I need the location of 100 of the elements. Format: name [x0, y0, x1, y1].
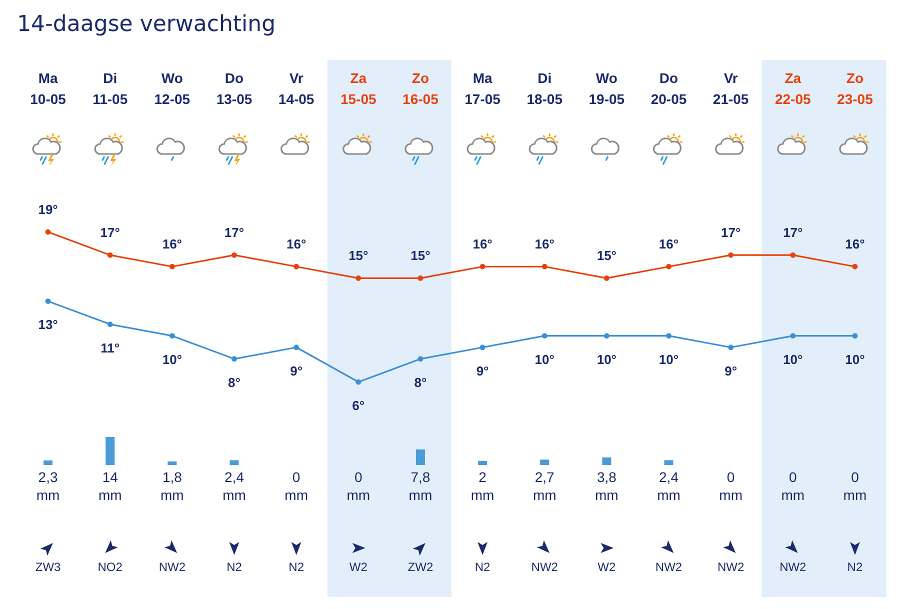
data-label: 2 mm: [470, 469, 494, 503]
data-label: 6°: [352, 398, 365, 413]
data-label: 11°: [100, 340, 120, 356]
point: [542, 333, 548, 339]
text: NW2: [655, 560, 682, 574]
x-tick-label: Do 20-05: [650, 70, 687, 107]
data-label: 15°: [410, 248, 430, 264]
data-label: 15°: [596, 248, 617, 264]
data-label: 10°: [783, 352, 803, 367]
x-tick-label: Wo 19-05: [588, 70, 625, 107]
x-tick-label: Di 11-05: [92, 70, 128, 107]
data-label: 10°: [845, 352, 865, 367]
data-label: 10°: [658, 352, 679, 367]
point: [728, 344, 734, 350]
data-label: 17°: [100, 225, 120, 240]
data-label: 8°: [414, 374, 427, 390]
point: [356, 379, 362, 385]
bar: [416, 449, 425, 465]
point: [232, 356, 237, 362]
text: NW2: [531, 560, 558, 574]
data-label: 7,8 mm: [408, 469, 432, 503]
point: [356, 275, 362, 281]
point: [169, 333, 175, 339]
point: [790, 333, 796, 339]
point: [666, 264, 672, 270]
data-label: 2,3 mm: [36, 469, 60, 503]
point: [45, 298, 51, 304]
data-label: 9°: [724, 363, 738, 378]
bar: [230, 460, 239, 465]
x-tick-label: Wo 12-05: [154, 70, 190, 107]
text: NW2: [780, 560, 807, 574]
bar: [106, 437, 115, 465]
point: [604, 275, 610, 281]
data-label: 13°: [38, 317, 58, 332]
text: W2: [598, 560, 616, 574]
data-label: 16°: [658, 236, 679, 252]
data-label: 1,8 mm: [160, 469, 184, 503]
text: W2: [349, 560, 368, 574]
x-tick-label: Zo 16-05: [402, 70, 439, 107]
point: [728, 252, 734, 258]
text: N2: [226, 560, 242, 574]
point: [294, 344, 300, 350]
x-tick-label: Ma 17-05: [464, 70, 501, 107]
point: [45, 229, 51, 235]
x-tick-label: Vr 21-05: [712, 70, 749, 107]
bar: [602, 457, 612, 465]
x-tick-label: Do 13-05: [216, 70, 252, 107]
data-label: 16°: [286, 236, 306, 252]
bar: [44, 460, 53, 465]
bar: [664, 460, 674, 465]
x-tick-label: Vr 14-05: [278, 70, 314, 107]
text: ZW3: [35, 560, 62, 574]
data-label: 0 mm: [284, 469, 308, 503]
point: [418, 356, 424, 362]
bar: [168, 461, 177, 465]
point: [666, 333, 672, 339]
data-label: 0 mm: [781, 469, 805, 503]
text: NW2: [717, 560, 744, 574]
data-label: 15°: [348, 248, 368, 264]
text: N2: [474, 560, 491, 574]
point: [169, 264, 175, 270]
x-tick-label: Za 15-05: [340, 70, 377, 107]
data-label: 3,8 mm: [595, 469, 618, 503]
x-tick-label: Di 18-05: [526, 70, 563, 107]
data-label: 2,4 mm: [222, 469, 246, 503]
data-label: 2,7 mm: [532, 469, 556, 503]
point: [852, 264, 858, 270]
data-label: 2,4 mm: [657, 469, 680, 503]
x-tick-label: Ma 10-05: [30, 70, 66, 107]
point: [790, 252, 796, 258]
data-label: 16°: [534, 236, 554, 252]
point: [480, 264, 486, 270]
data-label: 16°: [162, 236, 182, 252]
data-label: 17°: [720, 225, 741, 240]
data-label: 9°: [476, 363, 489, 378]
data-label: 14 mm: [98, 469, 122, 503]
data-label: 0 mm: [843, 469, 867, 503]
point: [232, 252, 237, 258]
data-label: 0 mm: [346, 469, 370, 503]
x-tick-label: Zo 23-05: [837, 70, 874, 107]
point: [480, 344, 486, 350]
chart-title: 14-daagse verwachting: [17, 12, 276, 37]
data-label: 17°: [224, 225, 244, 240]
point: [107, 322, 113, 328]
data-label: 10°: [534, 352, 554, 367]
text: N2: [847, 560, 863, 574]
data-label: 16°: [845, 236, 865, 252]
point: [852, 333, 858, 339]
bar: [478, 461, 488, 465]
data-label: 16°: [472, 236, 492, 252]
text: N2: [288, 560, 304, 574]
point: [418, 275, 424, 281]
data-label: 17°: [783, 225, 803, 240]
data-label: 9°: [290, 363, 303, 378]
text: NW2: [158, 560, 186, 574]
point: [294, 264, 300, 270]
data-label: 8°: [228, 374, 240, 390]
point: [604, 333, 610, 339]
x-tick-label: Za 22-05: [774, 70, 812, 107]
point: [107, 252, 113, 258]
